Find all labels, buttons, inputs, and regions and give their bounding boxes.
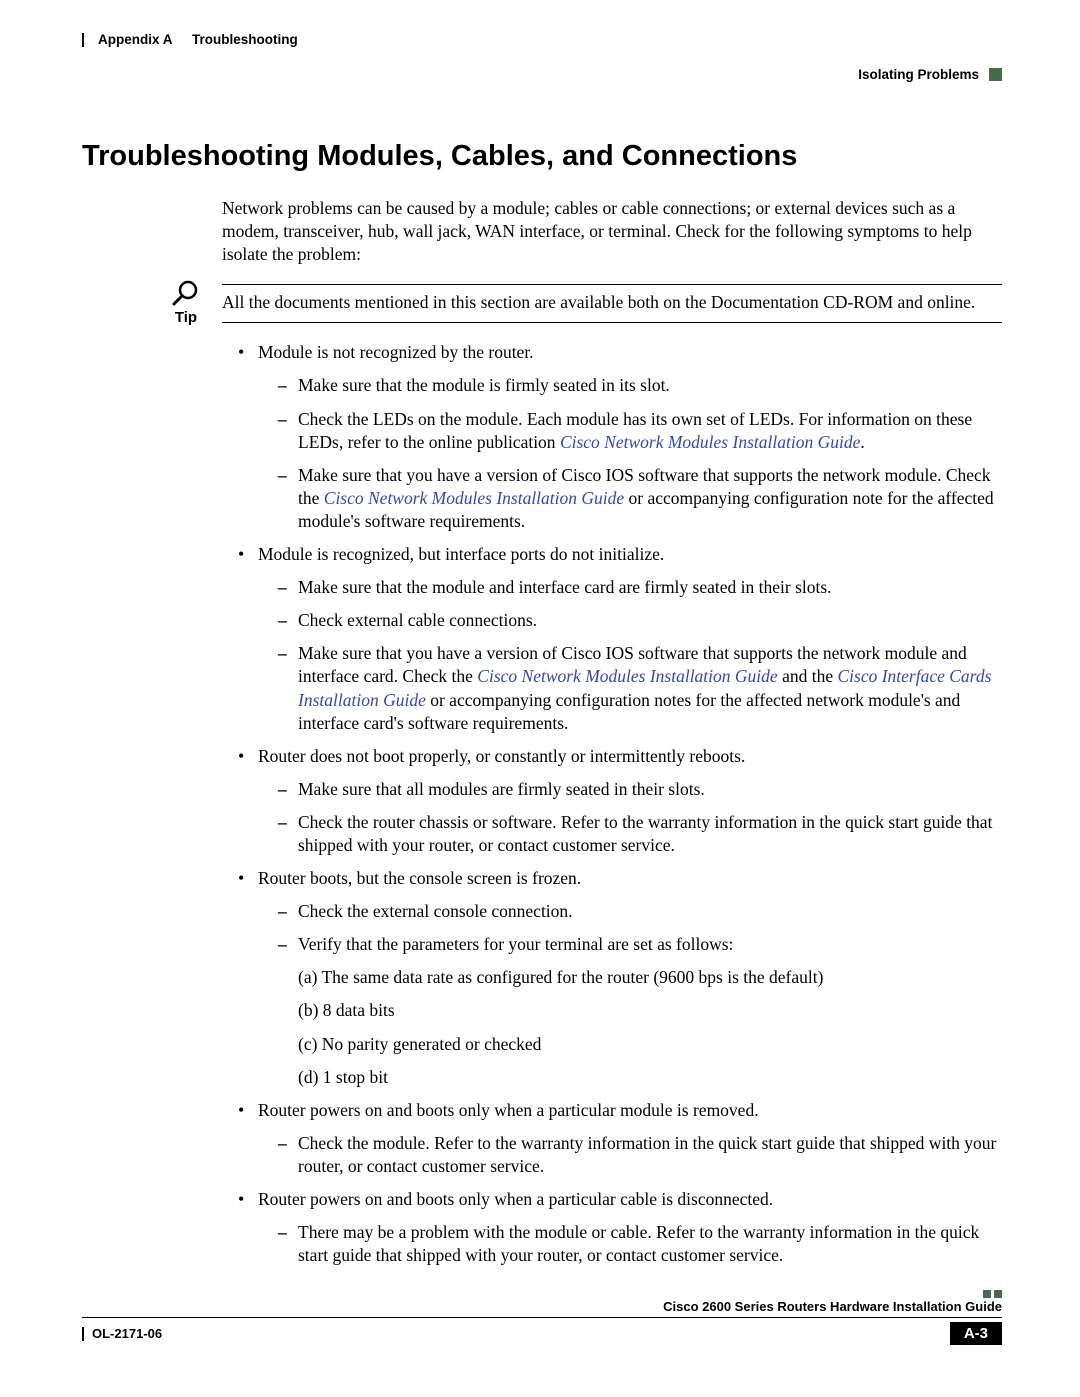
tip-magnifier-icon [172, 278, 200, 306]
chapter-label: Troubleshooting [192, 32, 298, 47]
page-number: A-3 [950, 1322, 1002, 1345]
sub-item: Make sure that the module and interface … [284, 576, 1002, 599]
footer-squares-icon [983, 1290, 1002, 1298]
sub-item: Verify that the parameters for your term… [284, 933, 1002, 1088]
lettered-item: (a) The same data rate as configured for… [298, 966, 1002, 989]
troubleshoot-list: Module is not recognized by the router. … [222, 341, 1002, 1267]
list-item: Router powers on and boots only when a p… [242, 1099, 1002, 1178]
tip-text: All the documents mentioned in this sect… [222, 284, 1002, 323]
item-text: Module is recognized, but interface port… [258, 544, 664, 564]
sub-item: Make sure that the module is firmly seat… [284, 374, 1002, 397]
page-header: Appendix A Troubleshooting [82, 32, 1002, 47]
link-network-modules-guide[interactable]: Cisco Network Modules Installation Guide [477, 666, 777, 686]
sub-item: Check external cable connections. [284, 609, 1002, 632]
link-network-modules-guide[interactable]: Cisco Network Modules Installation Guide [324, 488, 624, 508]
section-label: Isolating Problems [858, 67, 979, 82]
intro-paragraph: Network problems can be caused by a modu… [222, 197, 1002, 266]
item-text: Router boots, but the console screen is … [258, 868, 581, 888]
list-item: Router does not boot properly, or consta… [242, 745, 1002, 857]
link-network-modules-guide[interactable]: Cisco Network Modules Installation Guide [560, 432, 860, 452]
header-square-icon [989, 68, 1002, 81]
list-item: Router boots, but the console screen is … [242, 867, 1002, 1089]
sub-item: Make sure that all modules are firmly se… [284, 778, 1002, 801]
item-text: Router powers on and boots only when a p… [258, 1189, 773, 1209]
lettered-item: (b) 8 data bits [298, 999, 1002, 1022]
sub-item: Check the router chassis or software. Re… [284, 811, 1002, 857]
sub-item: There may be a problem with the module o… [284, 1221, 1002, 1267]
sub-item: Make sure that you have a version of Cis… [284, 464, 1002, 533]
footer-bar [82, 1327, 84, 1341]
page-title: Troubleshooting Modules, Cables, and Con… [82, 140, 1002, 173]
sub-item: Make sure that you have a version of Cis… [284, 642, 1002, 734]
doc-number: OL-2171-06 [92, 1326, 162, 1341]
header-bar [82, 33, 84, 47]
sub-item: Check the module. Refer to the warranty … [284, 1132, 1002, 1178]
lettered-item: (d) 1 stop bit [298, 1066, 1002, 1089]
list-item: Module is recognized, but interface port… [242, 543, 1002, 735]
list-item: Router powers on and boots only when a p… [242, 1188, 1002, 1267]
appendix-label: Appendix A [98, 32, 173, 47]
sub-item: Check the external console connection. [284, 900, 1002, 923]
tip-block: Tip All the documents mentioned in this … [162, 284, 1002, 323]
list-item: Module is not recognized by the router. … [242, 341, 1002, 533]
item-text: Router powers on and boots only when a p… [258, 1100, 759, 1120]
tip-label: Tip [162, 308, 210, 328]
footer-guide-title: Cisco 2600 Series Routers Hardware Insta… [82, 1299, 1002, 1317]
item-text: Module is not recognized by the router. [258, 342, 534, 362]
sub-item: Check the LEDs on the module. Each modul… [284, 408, 1002, 454]
item-text: Router does not boot properly, or consta… [258, 746, 745, 766]
page-footer: Cisco 2600 Series Routers Hardware Insta… [82, 1299, 1002, 1345]
lettered-item: (c) No parity generated or checked [298, 1033, 1002, 1056]
